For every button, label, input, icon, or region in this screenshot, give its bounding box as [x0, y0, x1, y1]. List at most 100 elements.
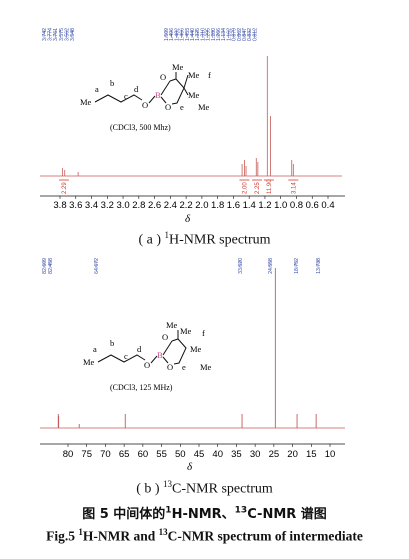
c-label-c: c: [124, 351, 128, 361]
h-integrals: 2.29 2.00 2.25 11.90 3.14: [58, 179, 299, 194]
h-peak-label: 3.548: [70, 28, 76, 41]
h-integral-value: 2.29: [62, 182, 68, 194]
c-axis-tick-label: 65: [119, 449, 130, 460]
h-peak-label: 0.832: [247, 28, 253, 41]
c-methyl-1: Me: [166, 320, 178, 330]
h-axis-tick-label: 2.6: [148, 200, 161, 211]
h-label-connectors: [43, 30, 255, 38]
c-spectrum-trace: [40, 268, 345, 429]
methyl-label: Me: [80, 97, 92, 107]
c-atom-b: B: [157, 350, 163, 360]
h-peak-label: 1.440: [190, 28, 196, 41]
caption-chinese: 图 5 中间体的1H-NMR、13C-NMR 谱图: [82, 505, 327, 522]
h-peak-label: 0.862: [237, 28, 243, 41]
c-axis-tick-label: 35: [231, 449, 242, 460]
h-axis-tick-label: 3.2: [101, 200, 114, 211]
c-axis-tick-label: 55: [156, 449, 167, 460]
atom-o2: O: [165, 102, 171, 112]
h-axis-symbol: δ: [185, 213, 191, 225]
c-atom-o1: O: [144, 360, 150, 370]
c-axis-tick-label: 75: [81, 449, 92, 460]
c-axis-tick-label: 40: [212, 449, 223, 460]
c-peak-label: 64.672: [94, 258, 100, 274]
c-axis-tick-label: 70: [100, 449, 111, 460]
h-peak-label: 1.509: [164, 28, 170, 41]
h-axis-tick-label: 3.0: [116, 200, 129, 211]
h-integral-value: 3.14: [291, 182, 297, 194]
atom-o-top: O: [160, 72, 166, 82]
c-axis-tick-label: 30: [250, 449, 261, 460]
c-methyl-4: Me: [200, 362, 212, 372]
c-axis-symbol: δ: [187, 461, 193, 473]
c-peak-label: 24.558: [268, 258, 274, 274]
h-axis-tick-label: 3.8: [53, 200, 66, 211]
h-axis-tick-label: 2.4: [164, 200, 177, 211]
h-peak-label: 3.562: [64, 28, 70, 41]
c-nmr-panel: 82.609 82.458 64.672 33.520 24.558 18.752 13.7…: [40, 258, 345, 473]
c-peak-label: 18.752: [294, 258, 300, 274]
c-axis-tick-label: 60: [138, 449, 149, 460]
h-peak-labels: 3.742 3.774 3.761 3.575 3.562 3.548 1.509 1.496…: [42, 28, 258, 41]
h-spectrum-trace: [40, 56, 342, 177]
h-peak-label: 1.310: [200, 28, 206, 41]
methyl-3: Me: [188, 90, 200, 100]
h-peak-label: 1.134: [221, 28, 227, 41]
c-axis-tick-label: 80: [63, 449, 74, 460]
h-integral-value: 2.25: [255, 182, 261, 194]
c-solvent-note: (CDCl3, 125 MHz): [110, 383, 173, 392]
h-axis-tick-label: 1.8: [211, 200, 224, 211]
h-integral-value: 2.00: [242, 182, 248, 194]
c-label-b: b: [110, 338, 114, 348]
c-axis-tick-label: 45: [194, 449, 205, 460]
molecule-c: Me a b c d O B O O Me Me Me e Me f: [83, 320, 212, 372]
c-methyl-2: Me: [180, 326, 192, 336]
h-label-f: f: [208, 70, 211, 80]
c-label-f: f: [202, 328, 205, 338]
c-label-a: a: [93, 344, 97, 354]
h-label-a: a: [95, 84, 99, 94]
c-peak-label: 33.520: [238, 258, 244, 274]
c-label-connectors: [43, 260, 319, 268]
c-peak-label: 13.738: [316, 258, 322, 274]
h-peak-label: 1.466: [180, 28, 186, 41]
c-axis-tick-label: 50: [175, 449, 186, 460]
c-axis-tick-label: 20: [287, 449, 298, 460]
h-label-b: b: [110, 78, 114, 88]
h-peak-label: 0.812: [252, 28, 258, 41]
h-spectrum-label: ( a ) 1H-NMR spectrum: [138, 230, 271, 248]
c-atom-o-top: O: [162, 332, 168, 342]
h-axis-tick-label: 0.4: [321, 200, 334, 211]
methyl-2: Me: [188, 70, 200, 80]
caption-english: Fig.5 1H-NMR and 13C-NMR spectrum of int…: [46, 527, 363, 544]
h-peak-label: 0.847: [242, 28, 248, 41]
h-peak-label: 1.295: [206, 28, 212, 41]
c-axis-tick-label: 10: [325, 449, 336, 460]
h-nmr-panel: 3.742 3.774 3.761 3.575 3.562 3.548 1.509 1.496…: [40, 28, 345, 225]
atom-b: B: [155, 90, 161, 100]
methyl-label-c: Me: [83, 357, 95, 367]
h-solvent-note: (CDCl3, 500 Mhz): [110, 123, 171, 132]
c-axis-tick-label: 15: [306, 449, 317, 460]
h-peak-label: 0.879: [232, 28, 238, 41]
h-peak-label: 3.774: [48, 28, 54, 41]
c-peak-label: 82.458: [48, 258, 54, 274]
h-peak-label: 3.575: [59, 28, 65, 41]
h-peak-label: 1.325: [195, 28, 201, 41]
h-axis-tick-label: 3.6: [69, 200, 82, 211]
h-peak-label: 3.742: [42, 28, 48, 41]
h-peak-label: 1.280: [211, 28, 217, 41]
atom-o1: O: [142, 100, 148, 110]
c-label-e: e: [182, 362, 186, 372]
h-label-e: e: [180, 102, 184, 112]
h-peak-label: 1.162: [226, 28, 232, 41]
molecule-h: Me a b c d O B O O Me Me Me e Me f: [80, 62, 211, 112]
h-label-d: d: [134, 84, 139, 94]
c-label-d: d: [137, 344, 142, 354]
h-axis-tick-label: 3.4: [85, 200, 98, 211]
c-methyl-3: Me: [190, 344, 202, 354]
h-peak-label: 3.761: [53, 28, 59, 41]
h-axis-tick-label: 1.6: [227, 200, 240, 211]
h-integral-value: 11.90: [267, 179, 273, 194]
h-axis-tick-label: 1.2: [258, 200, 271, 211]
